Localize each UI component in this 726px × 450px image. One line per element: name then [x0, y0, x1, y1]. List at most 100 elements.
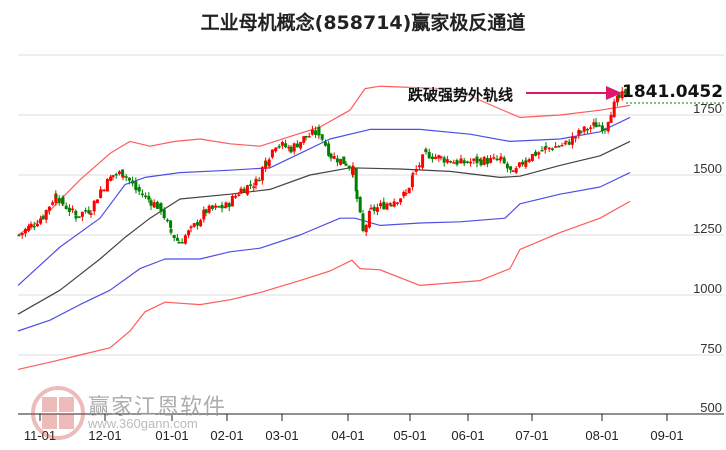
candle-down [603, 128, 607, 131]
candle-down [295, 143, 299, 148]
candle-down [585, 128, 589, 131]
candle-down [485, 158, 489, 165]
candle-up [237, 194, 241, 196]
candle-up [254, 178, 258, 186]
candle-up [109, 176, 113, 181]
x-tick-label: 03-01 [265, 428, 299, 443]
watermark-name: 赢家江恩软件 [88, 395, 227, 420]
y-tick-label: 1750 [693, 101, 722, 116]
candle-up [577, 129, 581, 136]
candle-down [54, 194, 58, 198]
candle-up [307, 136, 311, 138]
candle-up [187, 230, 191, 236]
candle-down [177, 242, 181, 244]
candle-up [388, 203, 392, 205]
candle-up [267, 159, 271, 167]
candle-down [327, 143, 331, 156]
candle-up [299, 141, 303, 149]
candle-up [385, 203, 389, 210]
candle-up [472, 158, 476, 161]
candle-down [382, 201, 386, 210]
candle-up [554, 146, 558, 148]
candle-up [95, 199, 99, 204]
candle-up [537, 152, 541, 155]
candle-down [427, 152, 431, 159]
candle-down [169, 220, 173, 228]
candle-up [560, 144, 564, 147]
candle-up [445, 159, 449, 163]
candle-down [550, 148, 554, 150]
candle-down [495, 158, 499, 161]
candle-down [329, 153, 333, 159]
candle-down [361, 213, 365, 231]
candle-down [342, 156, 346, 164]
candle-up [489, 157, 493, 163]
candle-up [563, 142, 567, 145]
candle-up [609, 114, 613, 123]
candle-down [67, 207, 71, 212]
candle-up [404, 192, 408, 195]
candle-down [449, 161, 453, 163]
candle-down [354, 168, 358, 192]
candle-down [84, 210, 88, 212]
candle-up [547, 147, 551, 150]
chart-title: 工业母机概念(858714)赢家极反通道 [200, 12, 526, 34]
candle-up [121, 175, 125, 178]
candle-up [224, 202, 228, 208]
candle-up [364, 225, 368, 233]
candle-up [230, 196, 234, 207]
candle-down [502, 157, 506, 164]
candle-down [114, 174, 118, 176]
y-tick-label: 500 [700, 400, 722, 415]
x-tick-label: 09-01 [650, 428, 684, 443]
last-price-label: 1841.0452 [622, 82, 724, 102]
watermark-url: www.360gann.com [88, 416, 198, 431]
candle-down [41, 216, 45, 219]
candle-down [74, 215, 78, 219]
x-tick-label: 01-01 [155, 428, 189, 443]
candle-up [439, 156, 443, 159]
candle-down [124, 176, 128, 178]
watermark-logo-icon [31, 386, 85, 440]
x-tick-label: 06-01 [451, 428, 485, 443]
candle-down [289, 146, 293, 153]
candle-up [524, 160, 528, 167]
candle-down [180, 242, 184, 244]
candle-up [574, 136, 578, 139]
candle-down [462, 160, 466, 164]
candle-down [521, 161, 525, 165]
candle-down [534, 151, 538, 156]
candle-up [260, 167, 264, 181]
candle-up [189, 226, 193, 229]
candle-down [597, 125, 601, 127]
candle-up [375, 207, 379, 212]
candle-down [335, 158, 339, 163]
candle-up [589, 127, 593, 129]
candle-up [183, 235, 187, 244]
candle-down [227, 203, 231, 207]
candle-up [214, 205, 218, 208]
candle-up [582, 126, 586, 132]
x-tick-label: 05-01 [393, 428, 427, 443]
candle-down [320, 134, 324, 140]
candle-down [540, 149, 544, 152]
candle-up [421, 154, 425, 168]
candle-down [134, 188, 138, 191]
candle-up [469, 161, 473, 164]
candle-up [417, 165, 421, 168]
candle-down [144, 195, 148, 198]
candle-up [245, 185, 249, 195]
candle-up [517, 162, 521, 167]
candle-up [152, 202, 156, 208]
candle-up [207, 205, 211, 213]
candle-down [442, 157, 446, 163]
candle-up [452, 162, 456, 164]
candle-down [358, 197, 362, 213]
candle-down [430, 156, 434, 160]
candle-down [137, 187, 141, 192]
candle-down [594, 122, 598, 128]
y-tick-label: 1000 [693, 281, 722, 296]
candle-down [195, 222, 199, 226]
y-tick-label: 1250 [693, 221, 722, 236]
